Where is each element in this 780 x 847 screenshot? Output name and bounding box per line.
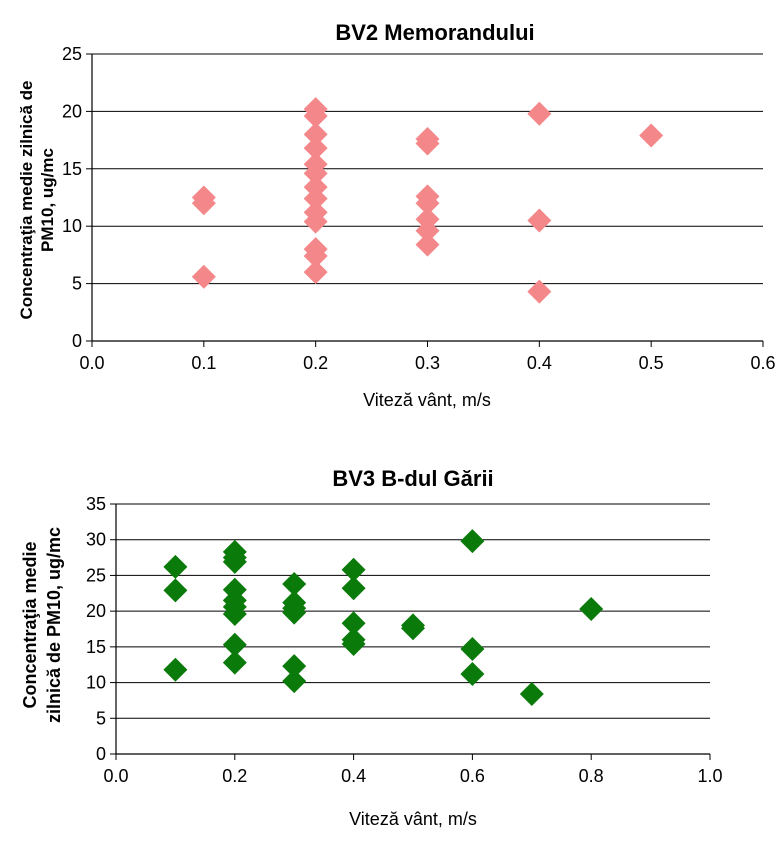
x-tick-label: 0.0 <box>103 766 128 786</box>
y-tick-label: 0 <box>96 744 106 764</box>
y-axis-label-line: PM10, ug/mc <box>38 148 57 252</box>
x-axis-label: Viteză vânt, m/s <box>363 390 491 410</box>
data-point <box>303 244 328 269</box>
data-point <box>303 136 328 161</box>
y-tick-label: 10 <box>86 673 106 693</box>
chart-bv3-svg: BV3 B-dul Gării 0 5 10 15 20 25 30 35 0.0 0.2 0.4 0.… <box>20 466 723 829</box>
x-tick-label: 0.8 <box>579 766 604 786</box>
y-tick-label: 20 <box>62 101 82 121</box>
chart-title: BV2 Memorandului <box>335 20 534 45</box>
data-point <box>191 191 216 216</box>
data-point <box>222 650 247 675</box>
y-axis-label-line: Concentraţia medie zilnică de <box>17 80 36 319</box>
x-tick-label: 0.6 <box>460 766 485 786</box>
data-point <box>401 616 425 641</box>
data-point <box>303 186 328 211</box>
data-point <box>303 161 328 186</box>
x-tick-label: 0.6 <box>750 353 775 373</box>
data-point <box>303 103 328 128</box>
y-axis-label-line: Concentraţia medie <box>20 541 40 708</box>
data-point <box>282 572 307 596</box>
data-point <box>415 218 440 243</box>
y-tick-label: 25 <box>86 565 106 585</box>
data-point <box>163 554 188 579</box>
data-point <box>527 208 552 233</box>
x-tick-label: 0.2 <box>303 353 328 373</box>
x-tick-label: 1.0 <box>697 766 722 786</box>
x-tick-label: 0.3 <box>415 353 440 373</box>
x-tick-label: 0.0 <box>79 353 104 373</box>
data-point <box>460 529 485 554</box>
data-point <box>163 578 188 603</box>
data-point <box>222 549 247 574</box>
data-point <box>341 557 366 582</box>
data-point <box>191 264 216 289</box>
data-point <box>303 122 328 147</box>
chart-title: BV3 B-dul Gării <box>332 466 493 491</box>
data-point <box>282 600 307 625</box>
y-tick-label: 30 <box>86 530 106 550</box>
data-point <box>303 209 328 234</box>
data-point <box>282 669 307 694</box>
chart-bv2-svg: BV2 Memorandului 0 5 10 15 20 25 0.0 0.1 0.2 0.3 0.… <box>17 20 776 410</box>
y-tick-label: 5 <box>96 708 106 728</box>
chart-bv2-memorandului: BV2 Memorandului 0 5 10 15 20 25 0.0 0.1 0.2 0.3 0.… <box>0 0 780 420</box>
x-tick-label: 0.2 <box>222 766 247 786</box>
x-tick-label: 0.1 <box>191 353 216 373</box>
data-point <box>341 576 366 601</box>
y-axis-label-line: zilnică de PM10, ug/mc <box>44 527 64 723</box>
data-point <box>415 232 440 257</box>
data-point <box>415 131 440 156</box>
data-point <box>341 632 366 656</box>
data-point <box>222 602 247 626</box>
data-point <box>415 191 440 216</box>
x-tick-label: 0.4 <box>527 353 552 373</box>
y-tick-label: 25 <box>62 44 82 64</box>
data-point <box>341 611 366 636</box>
data-point <box>163 657 188 682</box>
data-point <box>639 123 664 148</box>
data-point <box>303 260 328 285</box>
data-point <box>527 279 552 304</box>
y-tick-label: 10 <box>62 216 82 236</box>
data-point <box>579 597 604 621</box>
data-point <box>527 101 552 126</box>
y-tick-label: 35 <box>86 494 106 514</box>
y-tick-label: 15 <box>86 637 106 657</box>
chart-bv3-bdul-garii: BV3 B-dul Gării 0 5 10 15 20 25 30 35 0.0 0.2 0.4 0.… <box>0 430 780 842</box>
data-point <box>460 662 485 686</box>
y-tick-label: 5 <box>72 274 82 294</box>
x-tick-label: 0.5 <box>639 353 664 373</box>
x-axis-label: Viteză vânt, m/s <box>349 809 477 829</box>
y-tick-label: 0 <box>72 331 82 351</box>
y-tick-label: 15 <box>62 159 82 179</box>
data-point <box>460 637 485 661</box>
data-point <box>282 654 307 679</box>
x-tick-label: 0.4 <box>341 766 366 786</box>
data-point <box>519 682 544 706</box>
data-point <box>222 632 247 657</box>
y-tick-label: 20 <box>86 601 106 621</box>
